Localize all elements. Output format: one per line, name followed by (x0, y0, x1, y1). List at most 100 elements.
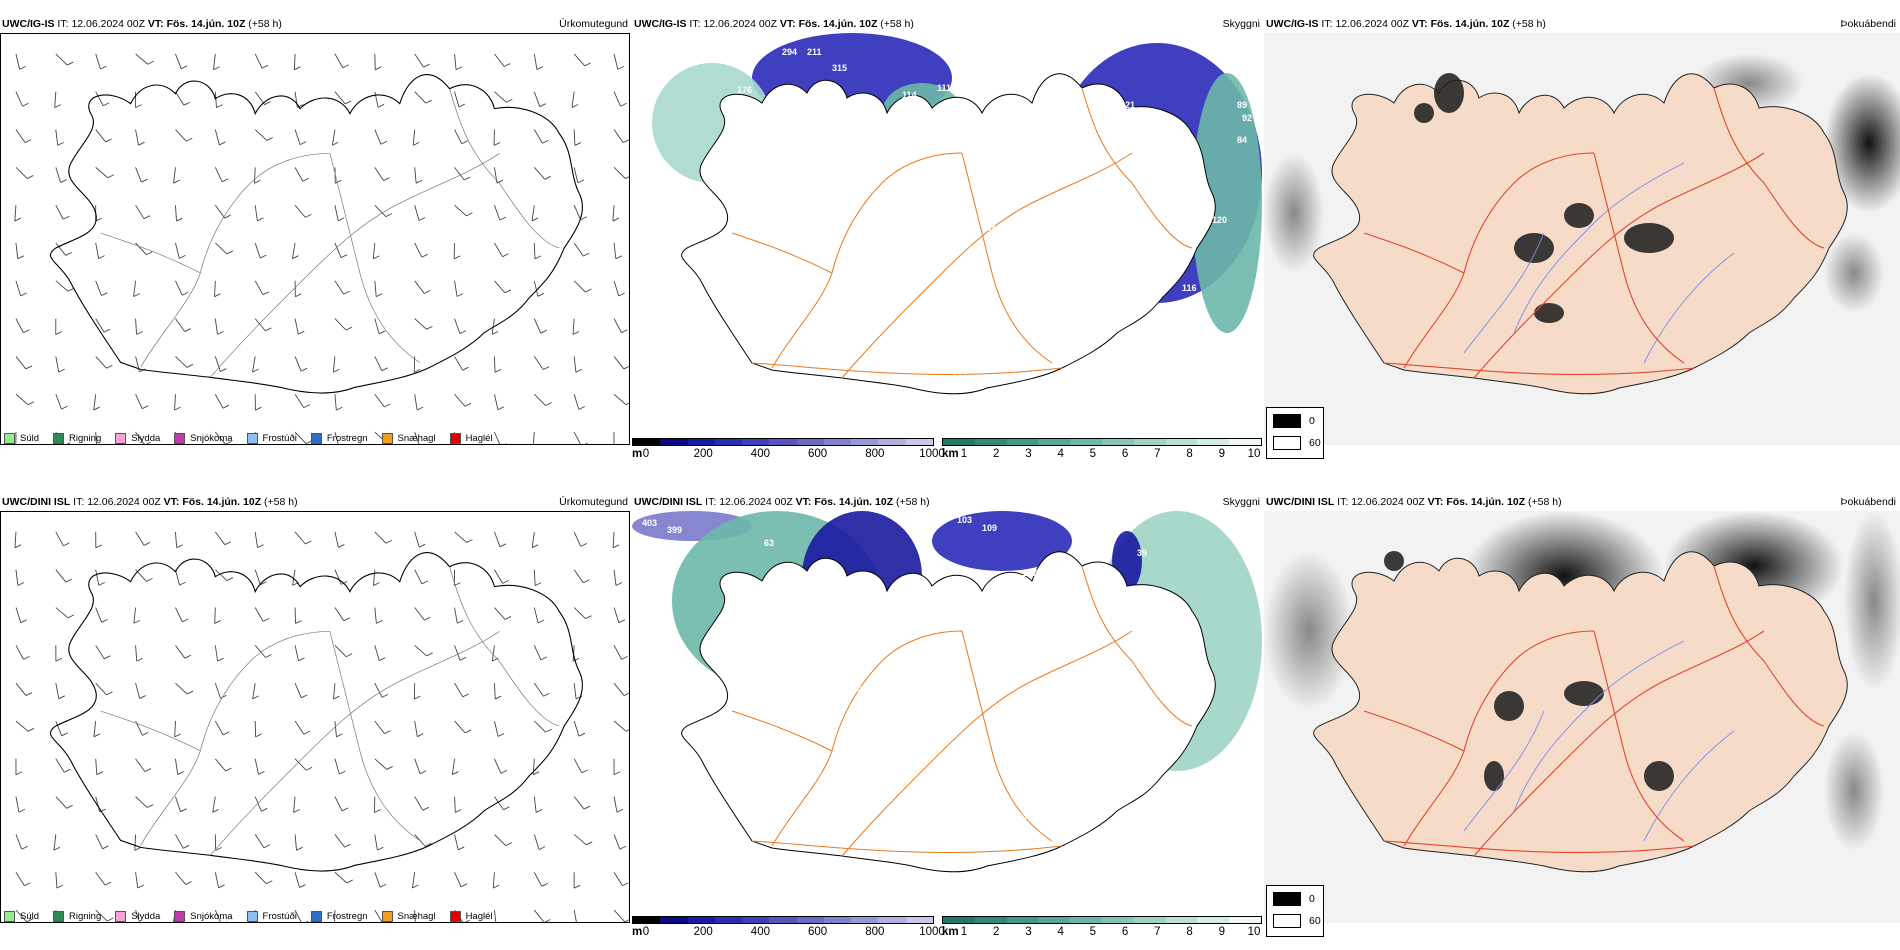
wind-barb-flag (378, 330, 386, 335)
colorbar-segment (687, 917, 715, 923)
wind-barb-flag (544, 175, 552, 180)
wind-barb (95, 909, 108, 922)
wind-barb-flag (424, 616, 431, 621)
cloud-base-label: 161 (952, 373, 967, 383)
wind-barb-flag (381, 367, 389, 372)
wind-barb (214, 280, 216, 297)
wind-barb-flag (537, 292, 545, 297)
wind-barb (334, 53, 344, 68)
visibility-map-svg: 403 399 63 103 109 174 39 147 144 82 33 102 94 91 166 1… (632, 511, 1262, 873)
wind-barb (533, 607, 539, 624)
wind-barb (533, 682, 544, 697)
wind-barb-flag (383, 177, 390, 182)
cloud-base-label: 144 (1017, 598, 1032, 608)
wind-barb (134, 834, 137, 851)
wind-barb (454, 318, 461, 334)
wind-barb (174, 394, 176, 411)
wind-barb (55, 53, 68, 66)
wind-barb-flag (573, 884, 581, 889)
wind-barb-flag (182, 618, 189, 623)
wind-barb-flag (255, 406, 262, 411)
visibility-map: 176 294 211 315 188 114 111 123 162 136 107 121 89 92… (632, 33, 1262, 445)
wind-barb-flag (585, 288, 592, 293)
wind-barb (133, 607, 137, 624)
wind-barb (573, 53, 586, 67)
wind-barb (254, 242, 261, 259)
wind-barb-flag (577, 179, 585, 184)
vt-prefix: VT: (147, 18, 167, 30)
wind-barb (293, 796, 296, 813)
cloud-base-label: 211 (807, 47, 822, 57)
fog-patch (1264, 551, 1354, 711)
inland-fog-patch (1384, 551, 1404, 571)
wind-barb-flag (458, 846, 465, 851)
wind-barb (613, 834, 621, 850)
wind-barb (612, 205, 615, 222)
tick-label: 800 (865, 926, 885, 938)
cloud-base-label: 120 (1212, 215, 1227, 225)
wind-barb-flag (491, 330, 499, 335)
wind-barbs (14, 531, 629, 922)
wind-barb (213, 53, 216, 70)
wind-barb-flag (95, 544, 103, 549)
wind-barb-flag (422, 806, 430, 811)
wind-barb-flag (625, 729, 629, 732)
wind-barb-flag (101, 618, 108, 623)
wind-barb-flag (17, 255, 24, 260)
panel-header: UWC/DINI ISL IT: 12.06.2024 00Z VT: Fös.… (1266, 496, 1562, 508)
road-network (731, 87, 1193, 379)
wind-barb (15, 167, 28, 179)
wind-barb (373, 569, 376, 586)
wind-barb (573, 607, 586, 619)
legend-label: Snæhagl (397, 433, 436, 444)
legend-swatch (174, 433, 186, 444)
wind-barb (613, 682, 625, 696)
ceiling-colorbar (632, 438, 934, 446)
inland-fog-patch (1644, 761, 1674, 791)
wind-barb-flag (260, 254, 267, 259)
wind-barb (254, 91, 265, 105)
issue-time: 12.06.2024 00Z (1335, 18, 1409, 30)
wind-barb-flag (214, 293, 221, 298)
wind-barb-flag (459, 656, 467, 661)
cloud-base-label: 174 (1072, 531, 1087, 541)
fog-patch (1844, 511, 1900, 691)
iceland-wind-map (14, 531, 629, 922)
legend-label: Snjókoma (190, 911, 233, 922)
wind-barb (494, 607, 506, 620)
wind-barb (493, 394, 499, 410)
colorbar-segment (823, 439, 852, 445)
fog-patch (1824, 73, 1900, 213)
wind-barb-flag (503, 63, 511, 67)
wind-barb (175, 280, 183, 296)
wind-barb (613, 909, 626, 922)
wind-barb (573, 356, 577, 373)
wind-barb (95, 607, 103, 623)
wind-barb-flag (66, 804, 73, 809)
lead-time: (+58 h) (1512, 18, 1546, 30)
wind-barb (493, 356, 496, 373)
wind-barb (613, 393, 627, 406)
wind-barb-flag (343, 617, 350, 622)
precip-type-panel: UWC/DINI ISL IT: 12.06.2024 00Z VT: Fös.… (0, 493, 632, 943)
valid-time: Fös. 14.jún. 10Z (1446, 496, 1526, 508)
wind-barb-flag (506, 98, 513, 103)
issue-time: 12.06.2024 00Z (71, 18, 145, 30)
legend-item: Snjókoma (174, 433, 233, 444)
wind-barb-flag (505, 842, 512, 847)
wind-barb (175, 758, 179, 775)
wind-barb-flag (622, 139, 629, 144)
wind-barb (135, 431, 145, 444)
wind-barb (454, 167, 465, 181)
wind-barb-flag (20, 619, 27, 624)
wind-barb-flag (22, 102, 29, 107)
wind-barb (95, 280, 102, 296)
wind-barb-flag (106, 364, 113, 369)
wind-barb-flag (58, 695, 66, 700)
wind-barb-flag (252, 695, 259, 700)
fog-legend-item: 0 (1273, 414, 1315, 428)
wind-barb-flag (379, 657, 386, 662)
wind-barb (293, 53, 296, 70)
inland-fog-patch (1564, 681, 1604, 706)
wind-barb (613, 242, 617, 259)
